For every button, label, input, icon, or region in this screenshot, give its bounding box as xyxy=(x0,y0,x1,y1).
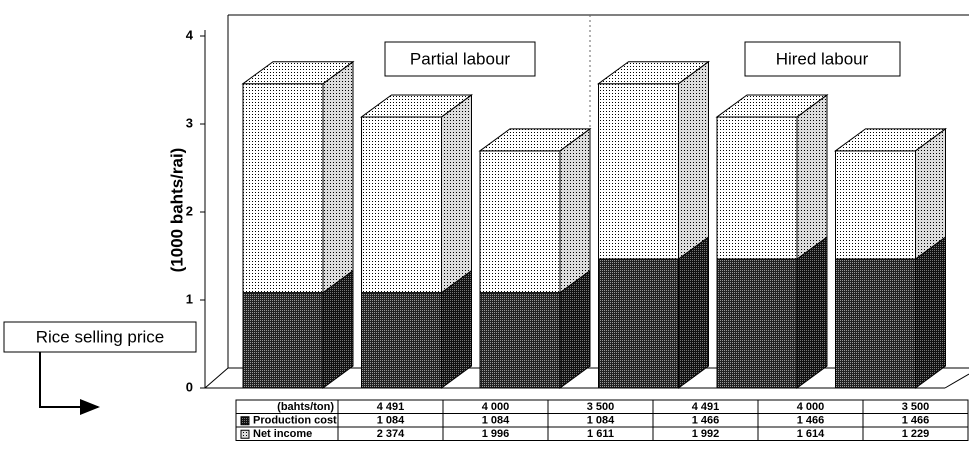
annotation-box xyxy=(384,41,536,77)
bar-top xyxy=(596,61,711,85)
bar xyxy=(479,292,561,389)
value-label: 1 466 xyxy=(797,415,825,427)
value-label: 1 084 xyxy=(587,415,615,427)
table-border xyxy=(235,399,969,441)
bar xyxy=(835,150,916,260)
legend-label: Production cost xyxy=(253,415,337,427)
y-tick-label: 2 xyxy=(186,203,193,218)
annotation: Hired labour xyxy=(776,49,869,68)
bar xyxy=(716,258,798,389)
category-label: 4 491 xyxy=(377,401,405,413)
value-label: 1 466 xyxy=(692,415,720,427)
y-tick-label: 3 xyxy=(186,115,193,130)
value-label: 1 611 xyxy=(587,428,614,440)
bar-top xyxy=(478,128,592,152)
value-label: 1 084 xyxy=(482,415,510,427)
value-label: 2 374 xyxy=(377,428,405,440)
annotation: Partial labour xyxy=(410,49,511,68)
category-label: 4 000 xyxy=(797,401,825,413)
bar xyxy=(598,83,679,260)
category-label: 4 491 xyxy=(692,401,720,413)
bar xyxy=(598,258,679,389)
bar-side xyxy=(796,93,828,260)
category-label: 3 500 xyxy=(902,401,930,413)
bar-side xyxy=(796,236,828,389)
bar-side xyxy=(678,236,709,389)
legend-swatch xyxy=(240,416,250,426)
value-label: 1 996 xyxy=(482,428,510,440)
bar-side xyxy=(915,236,946,389)
bar xyxy=(361,292,442,389)
annotation-box xyxy=(744,41,901,77)
value-label: 1 466 xyxy=(902,415,930,427)
bar xyxy=(716,116,798,260)
value-label: 1 084 xyxy=(377,415,405,427)
bar xyxy=(361,116,442,294)
bar-top xyxy=(715,94,829,118)
bar xyxy=(242,83,324,294)
bar-top xyxy=(241,61,355,85)
bar xyxy=(835,258,916,389)
bar-side xyxy=(915,127,946,260)
bar xyxy=(479,150,561,294)
category-label: 3 500 xyxy=(587,401,615,413)
legend-label: Net income xyxy=(253,428,312,440)
y-tick-label: 4 xyxy=(186,27,194,42)
bar-side xyxy=(678,60,709,260)
x-label-box xyxy=(3,321,197,353)
y-axis-label: (1000 bahts/rai) xyxy=(167,148,186,273)
row-label: (bahts/ton) xyxy=(277,401,334,413)
value-label: 1 229 xyxy=(902,428,930,440)
bar xyxy=(242,292,324,389)
value-label: 1 614 xyxy=(797,428,825,440)
arrow xyxy=(39,352,100,415)
bar-top xyxy=(359,94,474,118)
bar-side xyxy=(322,60,354,294)
category-label: 4 000 xyxy=(482,401,510,413)
legend-swatch xyxy=(240,429,250,439)
bar-side xyxy=(441,93,472,294)
bar-side xyxy=(559,127,591,294)
y-tick-label: 0 xyxy=(186,379,193,394)
value-label: 1 992 xyxy=(692,428,720,440)
y-tick-label: 1 xyxy=(186,291,193,306)
x-label: Rice selling price xyxy=(36,327,165,346)
bar-top xyxy=(833,128,948,152)
